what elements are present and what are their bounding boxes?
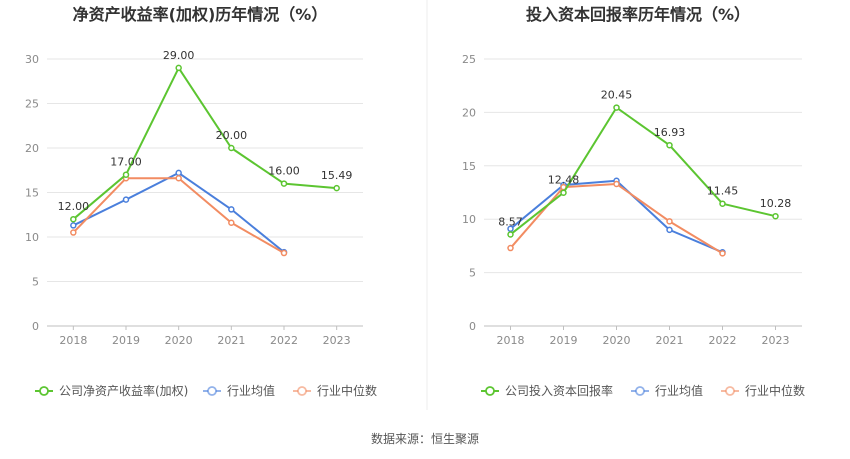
legend-marker	[725, 386, 735, 396]
data-point	[666, 218, 673, 225]
legend-label: 公司投入资本回报率	[505, 383, 613, 398]
legend-marker	[207, 386, 217, 396]
legend-label: 行业中位数	[317, 383, 377, 398]
x-tick-label: 2021	[217, 334, 245, 347]
data-point	[175, 169, 182, 177]
data-point	[507, 231, 514, 238]
data-point	[228, 144, 235, 152]
data-point	[122, 171, 130, 178]
y-tick-label: 25	[462, 53, 476, 66]
series-line-3	[509, 182, 724, 255]
x-tick-label: 2021	[656, 334, 684, 347]
y-tick-label: 0	[469, 320, 476, 333]
data-label: 17.00	[110, 156, 142, 169]
data-point	[613, 104, 620, 111]
legend-marker	[39, 386, 49, 396]
series-line-1	[509, 106, 776, 236]
data-label: 12.48	[548, 174, 580, 187]
data-point	[280, 180, 288, 187]
y-tick-label: 15	[462, 160, 476, 173]
data-point	[333, 184, 340, 192]
x-tick-label: 2022	[709, 334, 737, 347]
legend-item-1[interactable]: 公司净资产收益率(加权)	[35, 383, 188, 398]
y-tick-label: 10	[25, 231, 39, 244]
y-tick-label: 20	[25, 142, 39, 155]
legend-label: 行业均值	[655, 383, 703, 398]
legend-label: 行业中位数	[745, 383, 805, 398]
data-point	[175, 64, 182, 72]
data-label: 11.45	[707, 185, 739, 198]
data-point	[228, 206, 235, 213]
data-point	[175, 175, 182, 182]
data-point	[122, 196, 130, 203]
data-label: 8.57	[498, 215, 523, 228]
series-line-1	[72, 66, 337, 220]
data-point	[719, 250, 726, 257]
x-tick-label: 2022	[270, 334, 298, 347]
data-point	[613, 180, 620, 188]
y-tick-label: 0	[32, 320, 39, 333]
chart-title: 投入资本回报率历年情况（%）	[526, 5, 750, 24]
x-tick-label: 2023	[762, 334, 790, 347]
data-point	[772, 212, 779, 220]
data-label: 16.93	[654, 126, 686, 139]
y-tick-label: 25	[25, 98, 39, 111]
legend-marker	[297, 386, 307, 396]
series-line-2	[72, 171, 285, 253]
data-point	[70, 229, 77, 236]
x-tick-label: 2023	[323, 334, 351, 347]
data-point	[228, 219, 235, 227]
x-tick-label: 2018	[497, 334, 525, 347]
chart-panel-2: 投入资本回报率历年情况（%） 0 5 10 15 20 25 2018 2019 2020 2021…	[462, 5, 805, 398]
y-tick-label: 5	[469, 267, 476, 280]
legend-item-2[interactable]: 行业均值	[203, 383, 275, 398]
x-tick-label: 2020	[603, 334, 631, 347]
legend-item-2[interactable]: 行业均值	[631, 383, 703, 398]
data-point	[719, 200, 726, 207]
legend-item-3[interactable]: 行业中位数	[293, 383, 377, 398]
data-label: 29.00	[163, 49, 195, 62]
data-point	[70, 222, 77, 229]
y-tick-label: 5	[32, 276, 39, 289]
chart-title: 净资产收益率(加权)历年情况（%）	[73, 5, 328, 24]
x-tick-label: 2019	[550, 334, 578, 347]
legend-marker	[635, 386, 645, 396]
y-tick-label: 30	[25, 53, 39, 66]
data-point	[280, 249, 288, 257]
legend-item-1[interactable]: 公司投入资本回报率	[481, 383, 613, 398]
data-label: 12.00	[58, 200, 90, 213]
data-point	[507, 244, 514, 252]
data-point	[560, 189, 567, 196]
legend-label: 公司净资产收益率(加权)	[59, 383, 188, 398]
source-note: 数据来源：恒生聚源	[371, 431, 479, 446]
data-label: 20.45	[601, 89, 633, 102]
legend-marker	[485, 386, 495, 396]
series-line-2	[509, 179, 723, 254]
data-point	[666, 226, 673, 234]
data-point	[666, 141, 673, 149]
data-label: 15.49	[321, 169, 353, 182]
x-tick-label: 2020	[165, 334, 193, 347]
series-line-3	[72, 177, 285, 254]
y-tick-label: 10	[462, 213, 476, 226]
data-label: 10.28	[760, 197, 792, 210]
legend-item-3[interactable]: 行业中位数	[721, 383, 805, 398]
y-tick-label: 15	[25, 187, 39, 200]
data-point	[70, 215, 77, 223]
data-label: 16.00	[268, 165, 300, 178]
chart-panel-1: 净资产收益率(加权)历年情况（%） 0 5 10 15 20 25 30 2018 2019 202…	[25, 5, 377, 398]
y-tick-label: 20	[462, 106, 476, 119]
x-tick-label: 2018	[59, 334, 87, 347]
x-tick-label: 2019	[112, 334, 140, 347]
legend-label: 行业均值	[227, 383, 275, 398]
data-label: 20.00	[216, 129, 248, 142]
